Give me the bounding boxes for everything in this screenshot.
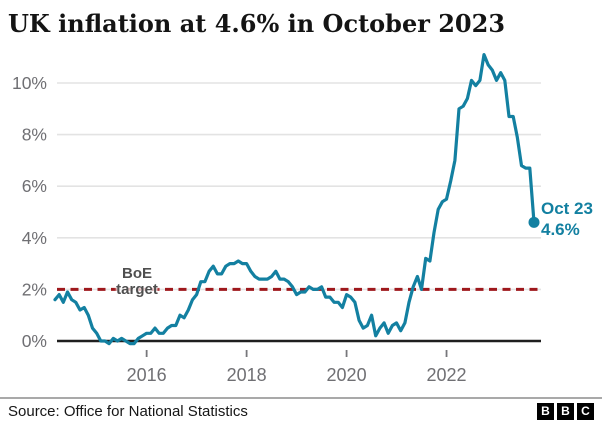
bbc-logo-letter-c: C — [577, 402, 594, 420]
x-tick-label: 2020 — [327, 365, 367, 385]
boe-target-label: BoE target — [98, 266, 176, 298]
latest-value-annotation: Oct 23 4.6% — [541, 198, 593, 240]
source-text: Source: Office for National Statistics — [8, 402, 248, 420]
x-tick-label: 2022 — [427, 365, 467, 385]
y-tick-label: 0% — [22, 331, 47, 351]
bbc-logo: B B C — [537, 402, 594, 420]
annotation-date: Oct 23 — [541, 199, 593, 218]
y-tick-label: 4% — [22, 228, 47, 248]
x-tick-label: 2016 — [127, 365, 167, 385]
boe-target-label-line1: BoE — [122, 265, 152, 282]
boe-target-label-line2: target — [116, 281, 158, 298]
y-tick-label: 8% — [22, 125, 47, 145]
latest-point-dot — [528, 216, 540, 228]
inflation-line — [53, 53, 536, 346]
x-tick-label: 2018 — [227, 365, 267, 385]
bbc-logo-letter-b1: B — [537, 402, 554, 420]
chart-title: UK inflation at 4.6% in October 2023 — [8, 9, 506, 38]
y-tick-label: 6% — [22, 176, 47, 196]
bbc-logo-letter-b2: B — [557, 402, 574, 420]
annotation-value: 4.6% — [541, 220, 580, 239]
y-tick-label: 2% — [22, 279, 47, 299]
footer: Source: Office for National Statistics B… — [0, 397, 602, 423]
y-tick-label: 10% — [12, 73, 47, 93]
